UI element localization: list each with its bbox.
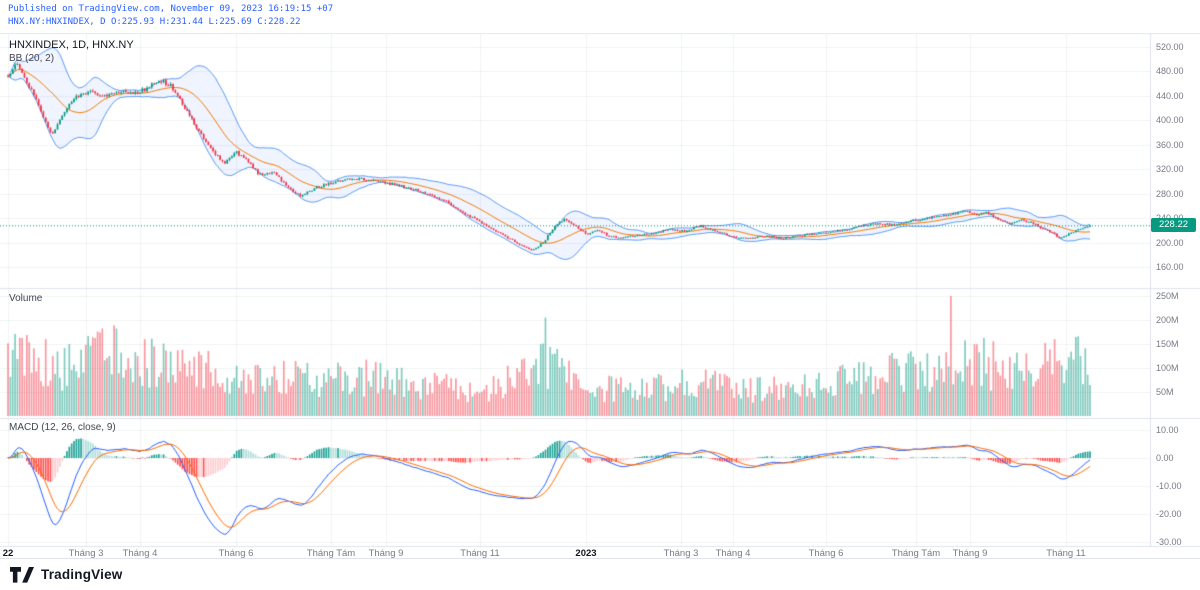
symbol-title[interactable]: HNXINDEX, 1D, HNX.NY xyxy=(9,39,134,51)
last-price-badge: 228.22 xyxy=(1151,218,1196,233)
axis-tick-label: -30.00 xyxy=(1156,537,1182,547)
time-tick-label: Tháng 11 xyxy=(1046,548,1086,559)
tradingview-logo-icon[interactable] xyxy=(10,566,34,583)
tradingview-wordmark[interactable]: TradingView xyxy=(41,567,123,582)
axis-tick-label: 480.00 xyxy=(1156,66,1184,77)
time-tick-label: Tháng 4 xyxy=(715,548,751,559)
bb-indicator-label[interactable]: BB (20, 2) xyxy=(9,53,55,64)
axis-tick-label: 200.00 xyxy=(1156,237,1184,248)
axis-tick-label: 200M xyxy=(1156,315,1179,325)
time-tick-label: Tháng 11 xyxy=(460,548,500,559)
axis-tick-label: 10.00 xyxy=(1156,425,1179,435)
axis-tick-label: -10.00 xyxy=(1156,481,1182,491)
time-tick-label: 22 xyxy=(2,548,14,559)
time-tick-label: Tháng 9 xyxy=(368,548,404,559)
axis-tick-label: 150M xyxy=(1156,339,1179,349)
axis-tick-label: 520.00 xyxy=(1156,42,1184,52)
axis-tick-label: 320.00 xyxy=(1156,164,1184,175)
volume-indicator-label[interactable]: Volume xyxy=(9,293,43,304)
time-tick-label: Tháng 9 xyxy=(952,548,988,559)
axis-tick-label: 100M xyxy=(1156,363,1179,373)
axis-tick-label: 160.00 xyxy=(1156,262,1184,272)
time-tick-label: Tháng 4 xyxy=(122,548,158,559)
published-line[interactable]: Published on TradingView.com, November 0… xyxy=(8,4,334,14)
axis-tick-label: 280.00 xyxy=(1156,188,1184,199)
time-tick-label: 2023 xyxy=(575,548,597,559)
axis-tick-label: 250M xyxy=(1156,291,1179,301)
time-tick-label: Tháng 6 xyxy=(218,548,254,559)
footer-bar: TradingView xyxy=(0,558,1200,590)
snapshot-header: Published on TradingView.com, November 0… xyxy=(0,0,1200,33)
time-tick-label: Tháng Tám xyxy=(306,548,356,559)
axis-tick-label: 50M xyxy=(1156,387,1174,397)
axis-tick-label: 440.00 xyxy=(1156,90,1184,101)
axis-tick-label: 240.00 xyxy=(1156,212,1184,224)
axis-tick-label: -20.00 xyxy=(1156,509,1182,519)
time-tick-label: Tháng Tám xyxy=(891,548,941,559)
time-tick-label: Tháng 3 xyxy=(663,548,699,559)
axis-tick-label: 360.00 xyxy=(1156,139,1184,150)
time-tick-label: Tháng 3 xyxy=(68,548,104,559)
symbol-ohlc-line[interactable]: HNX.NY:HNXINDEX, D O:225.93 H:231.44 L:2… xyxy=(8,17,301,27)
axis-tick-label: 400.00 xyxy=(1156,115,1184,126)
macd-indicator-label[interactable]: MACD (12, 26, close, 9) xyxy=(9,422,116,433)
time-tick-label: Tháng 6 xyxy=(808,548,844,559)
axis-tick-label: 0.00 xyxy=(1156,453,1174,463)
